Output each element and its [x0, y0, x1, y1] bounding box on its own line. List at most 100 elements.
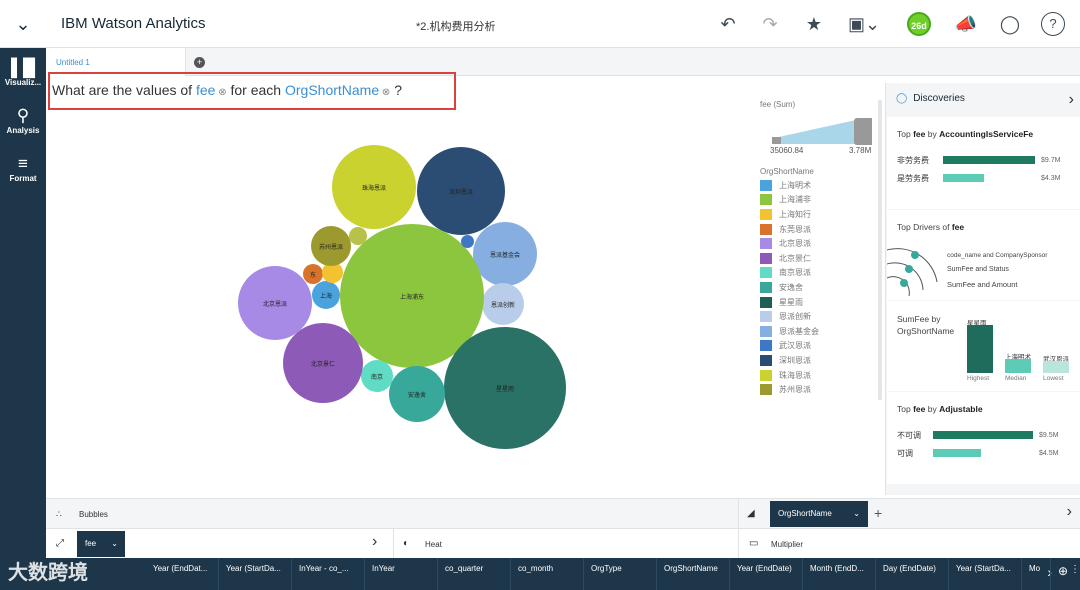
legend-item[interactable]: 东莞恩派 — [760, 222, 819, 237]
column-chip[interactable]: Year (EndDate) — [731, 558, 803, 590]
legend-item[interactable]: 上海浦非 — [760, 193, 819, 208]
visualization-type-label[interactable]: Bubbles — [79, 510, 108, 519]
question-box[interactable]: What are the values of fee ⊗ for each Or… — [48, 72, 456, 110]
size-legend-min: 35060.84 — [770, 146, 804, 155]
chevron-down-icon[interactable]: ⌄ — [111, 539, 118, 548]
measure-token[interactable]: fee — [195, 82, 216, 98]
bar-tag: Highest — [967, 375, 990, 382]
bubble-北京恩派[interactable]: 北京恩派 — [238, 266, 312, 340]
legend-label: 上海明术 — [779, 180, 811, 190]
add-tab-icon[interactable]: + — [194, 57, 205, 68]
column-chip[interactable]: OrgShortName — [658, 558, 730, 590]
chevron-right-icon[interactable]: › — [372, 533, 378, 550]
help-icon[interactable]: ? — [1041, 12, 1065, 36]
legend-item[interactable]: 北京景仁 — [760, 251, 819, 266]
megaphone-icon[interactable]: 📣 — [954, 14, 978, 34]
legend-item[interactable]: 安逸舍 — [760, 280, 819, 295]
column-chip[interactable]: InYear - co_... — [293, 558, 365, 590]
column-chip[interactable]: Mo — [1023, 558, 1051, 590]
add-column-icon[interactable]: ⊕ — [1057, 564, 1068, 578]
column-chip[interactable]: Month (EndD... — [804, 558, 876, 590]
snapshot-icon[interactable]: ▣⌄ — [847, 14, 881, 34]
color-field-pill[interactable]: OrgShortName ⌄ — [770, 501, 868, 527]
share-icon[interactable]: ★ — [805, 14, 823, 34]
remove-measure-icon[interactable]: ⊗ — [215, 87, 227, 98]
legend-scrollbar[interactable] — [878, 100, 882, 400]
document-title[interactable]: *2.机构费用分析 — [416, 21, 496, 33]
bubble-珠海恩派[interactable]: 珠海恩派 — [332, 145, 416, 229]
chevron-right-icon[interactable]: › — [1047, 564, 1052, 580]
legend-item[interactable]: 北京恩派 — [760, 236, 819, 251]
chevron-down-icon[interactable]: ⌄ — [15, 13, 31, 34]
bubbles-icon: ∴ — [56, 509, 62, 519]
dimension-token[interactable]: OrgShortName — [284, 82, 380, 98]
bubble-星星雨[interactable]: 星星雨 — [444, 327, 566, 449]
bubble-安逸舍[interactable]: 安逸舍 — [389, 366, 445, 422]
trial-days-badge[interactable]: 26d — [907, 12, 931, 36]
size-field-pill[interactable]: fee ⌄ — [77, 531, 125, 557]
discovery-card-sumfee[interactable]: SumFee by OrgShortName 星星雨 Highest 上海明术 … — [887, 301, 1080, 391]
legend-label: 北京恩派 — [779, 239, 811, 249]
column-chip[interactable]: Year (EndDat... — [147, 558, 219, 590]
column-chip[interactable]: OrgType — [585, 558, 657, 590]
legend-item[interactable]: 武汉恩派 — [760, 339, 819, 354]
legend-item[interactable]: 珠海恩派 — [760, 368, 819, 383]
chevron-right-icon[interactable]: › — [1066, 503, 1072, 520]
redo-icon[interactable]: ↷ — [762, 14, 778, 34]
bubble-unlabeled[interactable] — [461, 235, 474, 248]
bar-label: 不可调 — [897, 430, 921, 440]
chevron-right-icon[interactable]: › — [1068, 91, 1074, 108]
legend-item[interactable]: 恩派基金会 — [760, 324, 819, 339]
card-title-field: AccountingIsServiceFe — [939, 129, 1034, 139]
legend-swatch — [760, 194, 772, 206]
rail-visualize[interactable]: ▌█ Visualiz... — [0, 58, 46, 87]
bubble-上海[interactable]: 上海 — [312, 281, 340, 309]
rail-format[interactable]: ≡ Format — [0, 154, 46, 183]
legend-item[interactable]: 上海知行 — [760, 207, 819, 222]
discovery-card-adjustable[interactable]: Top fee by Adjustable 不可调 $9.5M 可调 $4.5M — [887, 392, 1080, 484]
rail-analysis[interactable]: ⚲ Analysis — [0, 106, 46, 135]
discovery-card-service-fee[interactable]: Top fee by AccountingIsServiceFe 非劳务费 $9… — [887, 117, 1080, 209]
legend-label: 恩派基金会 — [779, 326, 819, 336]
undo-icon[interactable]: ↶ — [720, 14, 736, 34]
data-columns-bar: › ⊕ ⋮ Year (EndDat... Year (StartDa... InY… — [0, 558, 1080, 590]
column-chip[interactable]: co_month — [512, 558, 584, 590]
legend-swatch — [760, 281, 772, 293]
bubble-unlabeled[interactable] — [349, 227, 367, 245]
bar-value: $9.7M — [1041, 156, 1061, 164]
bubble-上海浦东[interactable]: 上海浦东 — [340, 224, 484, 368]
column-chip[interactable]: InYear — [366, 558, 438, 590]
bubble-unlabeled[interactable] — [322, 262, 343, 283]
legend-item[interactable]: 星星雨 — [760, 295, 819, 310]
bubble-东[interactable]: 东 — [303, 264, 323, 284]
bubble-苏州恩派[interactable]: 苏州恩派 — [311, 226, 351, 266]
bar — [1043, 361, 1069, 373]
tab-untitled-1[interactable]: Untitled 1 — [46, 48, 186, 76]
bubble-深圳恩派[interactable]: 深圳恩派 — [417, 147, 505, 235]
user-icon[interactable]: ◯ — [999, 14, 1021, 34]
discoveries-header[interactable]: ◯ Discoveries › — [886, 83, 1080, 116]
more-icon[interactable]: ⋮ — [1070, 564, 1080, 575]
bubble-北京景仁[interactable]: 北京景仁 — [283, 323, 363, 403]
legend-swatch — [760, 238, 772, 250]
bubble-恩派基金会[interactable]: 恩派基金会 — [473, 222, 537, 286]
multiplier-label[interactable]: Multiplier — [771, 540, 804, 549]
chevron-down-icon[interactable]: ⌄ — [853, 509, 860, 518]
legend-item[interactable]: 上海明术 — [760, 178, 819, 193]
legend-item[interactable]: 苏州恩派 — [760, 382, 819, 397]
legend-item[interactable]: 南京恩派 — [760, 266, 819, 281]
legend-item[interactable]: 深圳恩派 — [760, 353, 819, 368]
driver-label: SumFee and Status — [947, 266, 1009, 273]
column-chip[interactable]: Year (StartDa... — [950, 558, 1022, 590]
remove-dimension-icon[interactable]: ⊗ — [379, 87, 391, 98]
column-chip[interactable]: Year (StartDa... — [220, 558, 292, 590]
heat-label[interactable]: Heat — [425, 540, 442, 549]
bubble-南京[interactable]: 南京 — [361, 360, 393, 392]
column-chip[interactable]: Day (EndDate) — [877, 558, 949, 590]
bubble-恩派创新[interactable]: 恩派创新 — [482, 283, 524, 325]
bar-label: 可调 — [897, 448, 913, 458]
discovery-card-drivers[interactable]: Top Drivers of fee code_name and Company… — [887, 210, 1080, 300]
column-chip[interactable]: co_quarter — [439, 558, 511, 590]
add-field-icon[interactable]: + — [874, 505, 883, 521]
legend-item[interactable]: 恩派创新 — [760, 309, 819, 324]
